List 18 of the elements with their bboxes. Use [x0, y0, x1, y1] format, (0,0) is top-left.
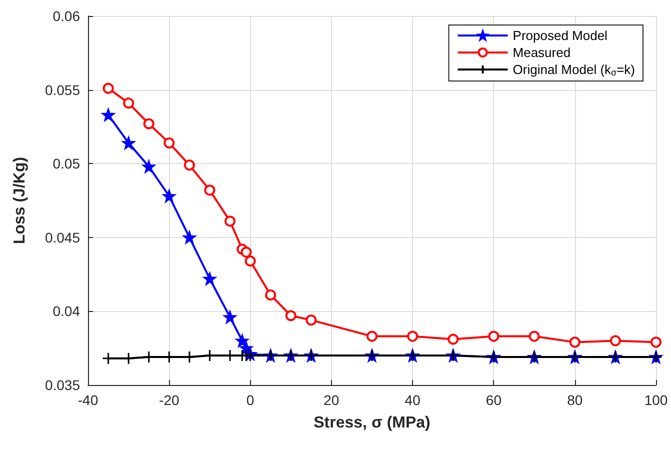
y-tick-label: 0.05 — [52, 156, 80, 172]
x-axis-title: Stress, σ (MPa) — [314, 414, 430, 432]
y-tick-label: 0.04 — [52, 303, 80, 320]
x-tick-label: 0 — [246, 392, 254, 408]
y-tick-label: 0.045 — [44, 229, 80, 246]
y-axis-title: Loss (J/Kg) — [12, 156, 28, 244]
x-tick-label: 20 — [324, 392, 340, 408]
x-tick-label: 100 — [644, 392, 668, 408]
x-tick-label: -40 — [78, 392, 98, 408]
x-tick-label: 60 — [486, 392, 502, 408]
x-tick-label: 80 — [567, 392, 583, 408]
legend-label: Proposed Model — [512, 28, 608, 43]
y-tick-label: 0.06 — [52, 8, 80, 24]
y-tick-label: 0.055 — [44, 82, 80, 98]
y-tick-label: 0.035 — [44, 377, 80, 393]
legend-label: Measured — [512, 45, 571, 60]
x-tick-label: 40 — [404, 392, 421, 408]
x-tick-label: -20 — [159, 392, 180, 408]
